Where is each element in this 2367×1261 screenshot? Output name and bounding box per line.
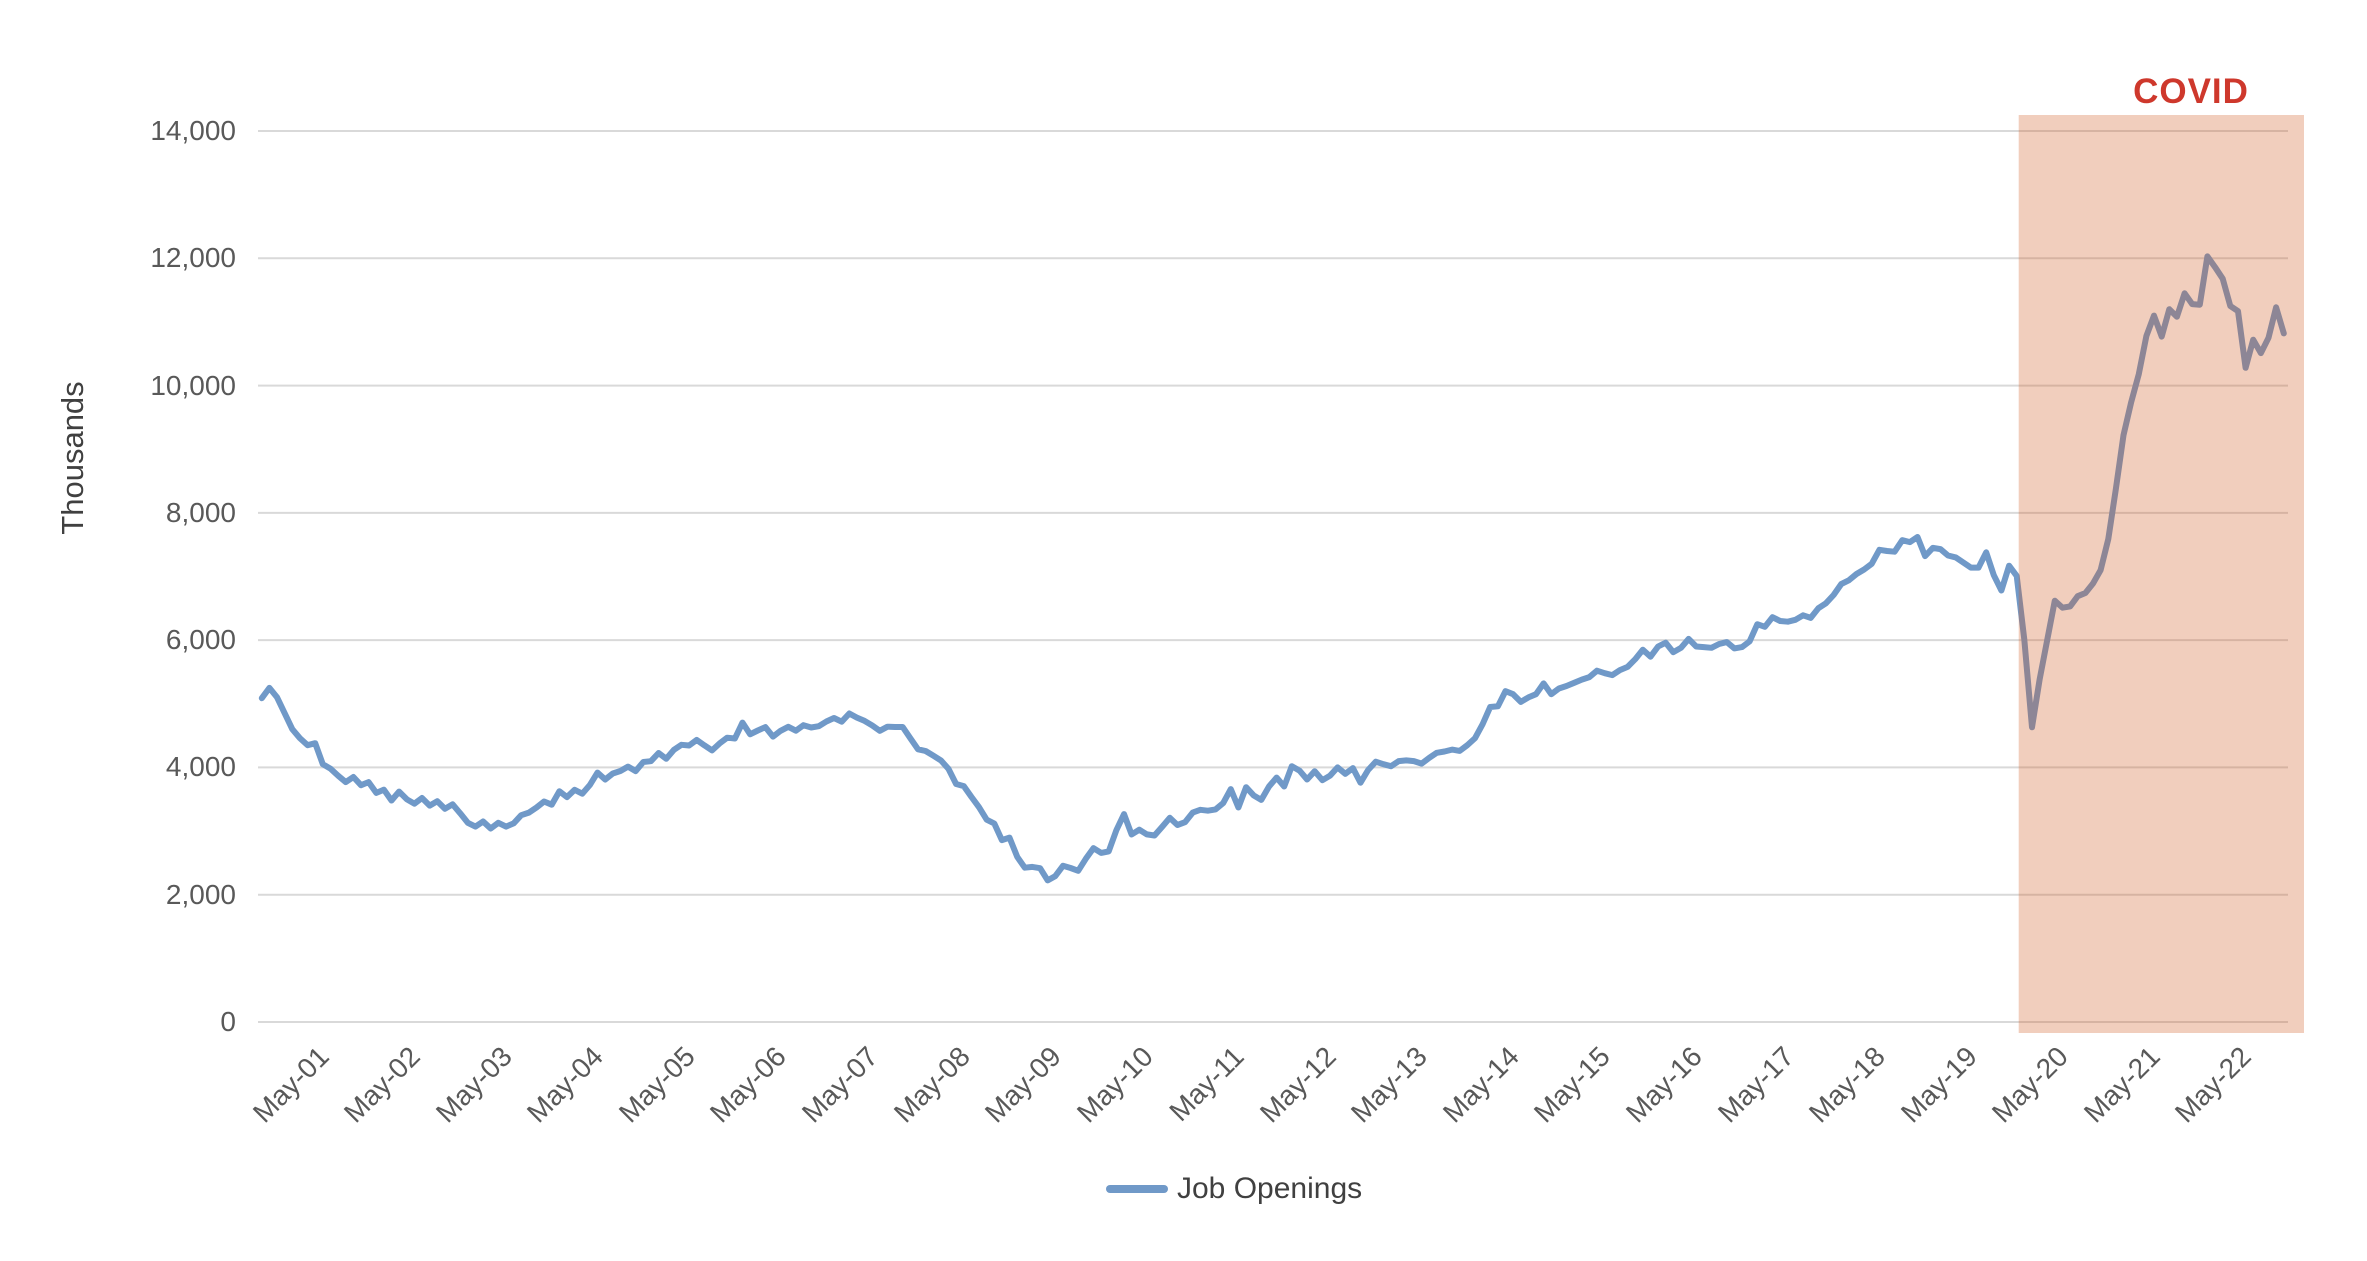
legend: Job Openings xyxy=(1106,1172,1362,1206)
legend-line-swatch xyxy=(1106,1185,1168,1193)
y-tick-label: 14,000 xyxy=(150,115,236,146)
covid-annotation-label: COVID xyxy=(2133,72,2249,111)
y-tick-label: 12,000 xyxy=(150,242,236,274)
y-tick-label: 8,000 xyxy=(165,496,236,528)
y-tick-label: 4,000 xyxy=(165,751,236,783)
legend-label: Job Openings xyxy=(1177,1172,1363,1205)
y-axis-title: Thousands xyxy=(55,381,90,535)
y-tick-label: 0 xyxy=(220,1006,236,1037)
covid-shaded-region xyxy=(2018,115,2304,1033)
y-tick-label: 2,000 xyxy=(165,878,236,910)
y-tick-label: 6,000 xyxy=(165,624,236,656)
job-openings-line xyxy=(258,253,2287,884)
y-tick-label: 10,000 xyxy=(150,369,236,401)
